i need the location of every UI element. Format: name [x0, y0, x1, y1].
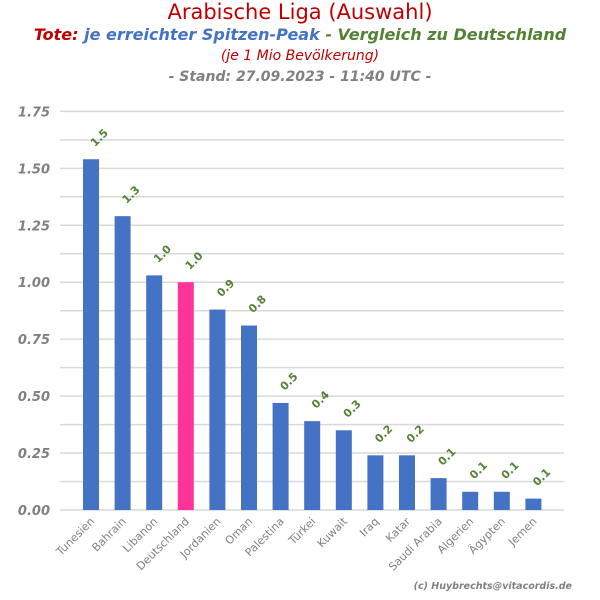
- subtitle-comparison: - Vergleich zu Deutschland: [325, 25, 567, 44]
- y-tick-label: 1.75: [18, 105, 50, 120]
- data-label: 1.3: [120, 183, 143, 206]
- data-label: 0.1: [436, 445, 459, 468]
- bar: [493, 491, 510, 510]
- chart-title: Arabische Liga (Auswahl): [167, 0, 433, 24]
- chart-note: (je 1 Mio Bevölkerung): [220, 48, 380, 64]
- bar: [83, 159, 99, 510]
- bar: [462, 491, 479, 510]
- chart-subtitle: Tote: je erreichter Spitzen-Peak - Vergl…: [0, 25, 600, 44]
- y-tick-label: 1.00: [18, 276, 50, 291]
- bar: [399, 455, 415, 510]
- data-label: 0.1: [530, 466, 553, 489]
- data-label: 0.2: [372, 422, 395, 445]
- bar: [335, 430, 352, 510]
- chart-date: - Stand: 27.09.2023 - 11:40 UTC -: [168, 69, 432, 85]
- data-label: 0.5: [278, 370, 301, 393]
- bar: [177, 282, 194, 510]
- y-tick-label: 0.75: [18, 333, 50, 348]
- bar: [272, 402, 289, 510]
- bar: [367, 455, 384, 510]
- x-tick-label: Jemen: [505, 515, 539, 549]
- data-label: 1.0: [151, 242, 174, 265]
- credit-text: (c) Huybrechts@vitacordis.de: [413, 581, 572, 592]
- data-label: 0.3: [341, 397, 364, 420]
- x-tick-label: Iraq: [357, 515, 381, 539]
- subtitle-prefix: Tote:: [33, 25, 79, 44]
- bar: [430, 478, 447, 510]
- y-tick-label: 1.25: [18, 219, 50, 234]
- data-label: 0.1: [499, 459, 522, 482]
- bar: [241, 325, 257, 510]
- x-tick-label: Türkei: [285, 515, 318, 548]
- data-label: 0.8: [246, 293, 269, 316]
- data-label: 0.1: [467, 459, 490, 482]
- y-tick-label: 0.00: [18, 504, 50, 519]
- subtitle-metric: je erreichter Spitzen-Peak: [84, 25, 320, 44]
- data-label: 0.9: [214, 277, 237, 300]
- data-label: 0.2: [404, 422, 427, 445]
- data-label: 0.4: [309, 388, 332, 411]
- bar: [304, 421, 321, 510]
- bar: [114, 216, 131, 510]
- y-tick-label: 0.25: [18, 447, 50, 462]
- data-label: 1.0: [183, 249, 206, 272]
- y-tick-label: 1.50: [18, 162, 50, 177]
- y-tick-label: 0.50: [18, 390, 50, 405]
- x-tick-label: Kuwait: [315, 514, 351, 550]
- data-label: 1.5: [88, 126, 111, 149]
- bar: [525, 498, 542, 510]
- bar: [209, 309, 226, 510]
- x-tick-label: Tunesien: [53, 515, 97, 559]
- bar: [146, 275, 163, 510]
